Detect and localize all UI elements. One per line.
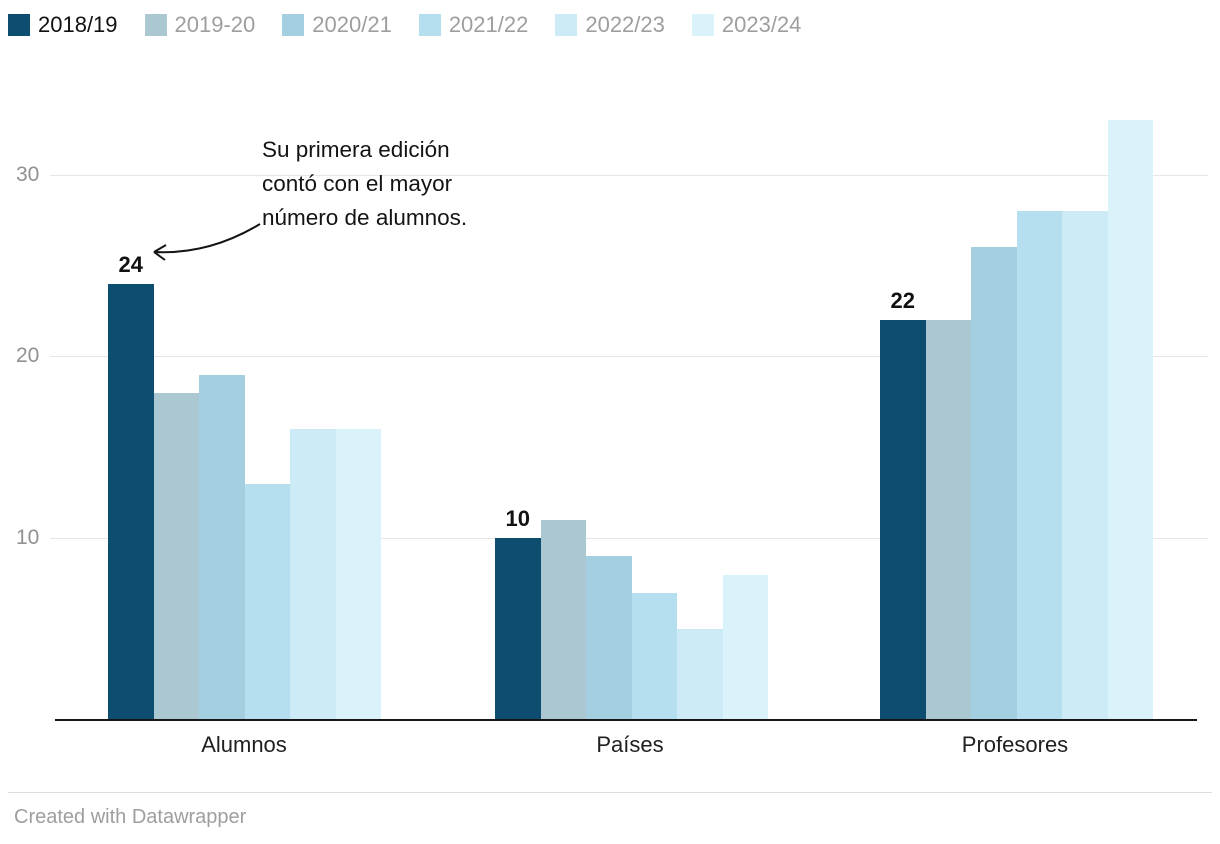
legend-swatch-2019-20 [144,14,167,36]
y-axis-tick-30: 30 [16,162,40,186]
bar-2021-22-países [631,592,677,720]
legend-label: 2018/19 [38,12,118,37]
legend-item-2018-19: 2018/19 [8,12,118,38]
value-label-países: 10 [505,506,530,532]
annotation-line: Su primera edición [262,137,450,162]
bar-2023-24-países [722,574,768,720]
gridline-20 [50,356,1208,358]
bar-2020-21-alumnos [199,374,245,720]
value-label-profesores: 22 [890,288,915,313]
legend-label: 2020/21 [312,12,392,37]
datawrapper-credit: Created with Datawrapper [14,806,247,828]
legend-label: 2023/24 [721,12,802,37]
gridline-30 [50,174,1208,176]
legend-label: 2019-20 [174,12,256,37]
annotation-line: número de alumnos. [262,205,468,230]
chart-legend: 2018/19 2019-20 2020/21 2021/22 2022/23 … [8,12,801,38]
bar-2022-23-países [677,629,723,720]
footer-divider [8,792,1212,793]
legend-item-2022-23: 2022/23 [555,12,665,38]
category-label-alumnos: Alumnos [201,732,287,757]
bar-2021-22-profesores [1016,210,1062,720]
legend-label: 2021/22 [448,12,529,37]
bar-2022-23-alumnos [290,429,336,720]
bar-2023-24-profesores [1107,120,1153,720]
legend-swatch-2022-23 [555,14,578,36]
legend-item-2023-24: 2023/24 [691,12,802,38]
chart-annotation: Su primera edición contó con el mayor nú… [262,133,467,235]
bar-2018-19-alumnos [108,283,154,720]
annotation-arrow-icon [153,223,261,261]
legend-item-2020-21: 2020/21 [282,12,392,38]
legend-item-2019-20: 2019-20 [144,12,256,38]
bar-2020-21-países [586,556,632,720]
bar-2023-24-alumnos [335,429,381,720]
legend-item-2021-22: 2021/22 [418,12,529,38]
bar-2019-20-alumnos [153,392,199,720]
bar-2019-20-profesores [925,320,971,720]
category-label-profesores: Profesores [961,732,1069,757]
legend-swatch-2023-24 [691,14,714,36]
y-axis-tick-20: 20 [16,344,40,368]
bar-2022-23-profesores [1062,210,1108,720]
y-axis-tick-10: 10 [16,526,40,550]
category-label-paises: Países [596,732,664,757]
legend-swatch-2020-21 [282,14,305,36]
x-axis-line [55,719,1197,721]
legend-swatch-2018-19 [8,14,30,36]
value-label-alumnos: 24 [118,251,143,277]
gridline-10 [50,538,1208,540]
legend-label: 2022/23 [585,12,665,37]
bar-2018-19-países [495,538,541,720]
bar-2020-21-profesores [971,247,1017,720]
annotation-line: contó con el mayor [262,171,453,196]
bar-2019-20-países [540,520,586,720]
bar-2018-19-profesores [880,320,926,720]
legend-swatch-2021-22 [418,14,441,36]
bar-2021-22-alumnos [244,483,290,720]
